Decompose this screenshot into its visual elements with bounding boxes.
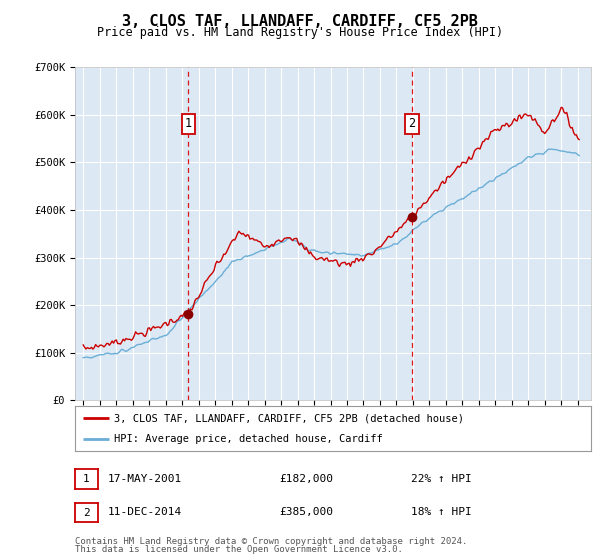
- Text: £385,000: £385,000: [279, 507, 333, 517]
- Text: 11-DEC-2014: 11-DEC-2014: [108, 507, 182, 517]
- Text: 1: 1: [83, 474, 90, 484]
- Text: 1: 1: [185, 118, 192, 130]
- Text: 18% ↑ HPI: 18% ↑ HPI: [411, 507, 472, 517]
- Text: This data is licensed under the Open Government Licence v3.0.: This data is licensed under the Open Gov…: [75, 545, 403, 554]
- Text: Price paid vs. HM Land Registry's House Price Index (HPI): Price paid vs. HM Land Registry's House …: [97, 26, 503, 39]
- Text: 2: 2: [409, 118, 416, 130]
- Text: 17-MAY-2001: 17-MAY-2001: [108, 474, 182, 484]
- Text: HPI: Average price, detached house, Cardiff: HPI: Average price, detached house, Card…: [114, 433, 382, 444]
- Text: 2: 2: [83, 508, 90, 517]
- Text: Contains HM Land Registry data © Crown copyright and database right 2024.: Contains HM Land Registry data © Crown c…: [75, 537, 467, 546]
- Text: £182,000: £182,000: [279, 474, 333, 484]
- Text: 3, CLOS TAF, LLANDAFF, CARDIFF, CF5 2PB: 3, CLOS TAF, LLANDAFF, CARDIFF, CF5 2PB: [122, 14, 478, 29]
- Text: 3, CLOS TAF, LLANDAFF, CARDIFF, CF5 2PB (detached house): 3, CLOS TAF, LLANDAFF, CARDIFF, CF5 2PB …: [114, 413, 464, 423]
- Text: 22% ↑ HPI: 22% ↑ HPI: [411, 474, 472, 484]
